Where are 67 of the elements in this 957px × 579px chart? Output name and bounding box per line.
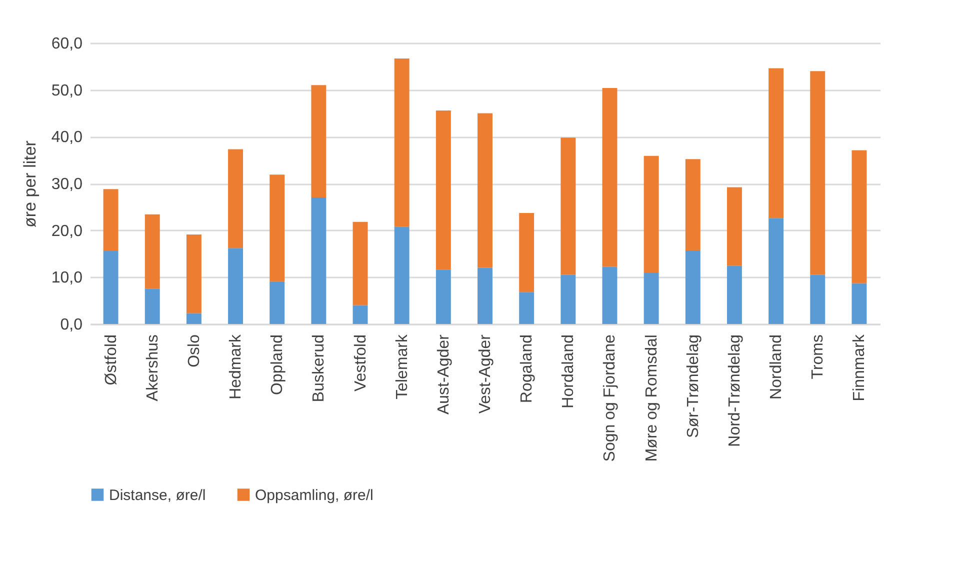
y-tick-label: 30,0: [51, 176, 83, 193]
bar: [394, 226, 410, 324]
bar: [519, 213, 534, 292]
bar: [644, 272, 659, 324]
x-tick-label: Østfold: [102, 334, 120, 386]
bar: [311, 85, 326, 198]
y-tick-label: 10,0: [51, 270, 83, 287]
bar: [478, 268, 492, 324]
y-tick-label: 50,0: [51, 82, 83, 100]
x-tick-label: Telemark: [394, 334, 411, 400]
x-tick-label: Vestfold: [352, 334, 370, 392]
y-tick-label: 40,0: [51, 129, 83, 146]
bar: [144, 214, 160, 289]
x-tick-label: Buskerud: [310, 334, 328, 402]
bar: [352, 222, 368, 306]
x-tick-label: Sør-Trøndelag: [684, 334, 702, 438]
bar: [852, 283, 867, 324]
bar: [436, 110, 451, 270]
bar: [768, 218, 784, 324]
y-tick-label: 20,0: [51, 222, 83, 240]
x-tick-label: Troms: [810, 334, 827, 380]
legend-label: Oppsamling, øre/l: [255, 486, 374, 504]
bar: [644, 156, 659, 273]
bar: [103, 250, 118, 324]
bar: [768, 68, 784, 218]
x-tick-label: Nord-Trøndelag: [726, 334, 744, 447]
bar: [270, 281, 285, 324]
bar: [810, 274, 826, 324]
x-tick-label: Vest-Agder: [477, 334, 494, 414]
bar: [602, 88, 618, 267]
x-tick-label: Sogn og Fjordane: [602, 334, 619, 462]
y-axis-title: øre per liter: [20, 140, 40, 228]
y-tick-label: 0,0: [60, 316, 83, 334]
bar: [519, 292, 534, 324]
x-tick-label: Aust-Agder: [435, 334, 452, 415]
bar: [311, 198, 326, 324]
bar: [810, 71, 826, 275]
bar: [394, 58, 410, 227]
x-tick-label: Finnmark: [851, 334, 868, 402]
bar: [602, 266, 618, 324]
x-tick-label: Møre og Romsdal: [643, 334, 660, 462]
x-tick-label: Hordaland: [560, 334, 578, 408]
x-tick-label: Rogaland: [518, 334, 536, 403]
bar: [436, 270, 451, 324]
y-tick-label: 60,0: [51, 36, 83, 52]
bar: [228, 248, 244, 324]
bar: [852, 150, 867, 284]
bar: [685, 250, 700, 324]
legend-label: Distanse, øre/l: [109, 486, 206, 504]
bar: [478, 113, 492, 268]
bar: [685, 159, 700, 250]
bar: [144, 288, 160, 324]
bar: [726, 187, 742, 266]
bar: [560, 138, 576, 275]
bar: [103, 189, 118, 251]
x-tick-label: Nordland: [768, 334, 786, 400]
x-tick-label: Oppland: [269, 334, 286, 395]
bar: [560, 274, 576, 324]
bar: [270, 174, 285, 282]
bar: [186, 234, 202, 314]
bar: [726, 266, 742, 324]
bar: [352, 305, 368, 324]
x-tick-label: Hedmark: [228, 334, 245, 400]
x-tick-label: Oslo: [186, 334, 203, 368]
x-tick-label: Akershus: [144, 334, 162, 402]
bar: [228, 149, 244, 248]
bar: [186, 313, 202, 324]
